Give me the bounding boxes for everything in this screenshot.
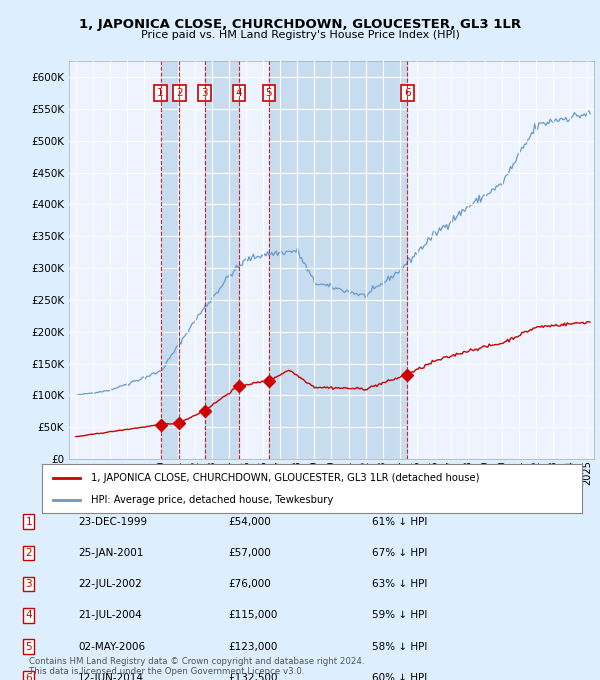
Text: 6: 6	[404, 88, 410, 98]
Text: 2: 2	[176, 88, 182, 98]
Text: 2: 2	[25, 548, 32, 558]
Text: £54,000: £54,000	[228, 517, 271, 526]
Text: 67% ↓ HPI: 67% ↓ HPI	[372, 548, 427, 558]
Text: 25-JAN-2001: 25-JAN-2001	[78, 548, 143, 558]
Bar	[205, 61, 239, 459]
Text: 59% ↓ HPI: 59% ↓ HPI	[372, 611, 427, 620]
Text: £115,000: £115,000	[228, 611, 277, 620]
Text: 4: 4	[25, 611, 32, 620]
Text: 6: 6	[25, 673, 32, 680]
Bar	[161, 61, 179, 459]
Text: 3: 3	[202, 88, 208, 98]
Text: 5: 5	[266, 88, 272, 98]
Text: 1: 1	[157, 88, 164, 98]
Text: 1, JAPONICA CLOSE, CHURCHDOWN, GLOUCESTER, GL3 1LR: 1, JAPONICA CLOSE, CHURCHDOWN, GLOUCESTE…	[79, 18, 521, 31]
Text: £132,500: £132,500	[228, 673, 277, 680]
Text: 22-JUL-2002: 22-JUL-2002	[78, 579, 142, 589]
Text: 4: 4	[235, 88, 242, 98]
Text: 5: 5	[25, 642, 32, 651]
Text: 12-JUN-2014: 12-JUN-2014	[78, 673, 144, 680]
Text: 1: 1	[25, 517, 32, 526]
Text: 63% ↓ HPI: 63% ↓ HPI	[372, 579, 427, 589]
Bar	[269, 61, 407, 459]
Text: Contains HM Land Registry data © Crown copyright and database right 2024.: Contains HM Land Registry data © Crown c…	[29, 658, 364, 666]
Text: £57,000: £57,000	[228, 548, 271, 558]
Text: 61% ↓ HPI: 61% ↓ HPI	[372, 517, 427, 526]
Text: 60% ↓ HPI: 60% ↓ HPI	[372, 673, 427, 680]
Text: 58% ↓ HPI: 58% ↓ HPI	[372, 642, 427, 651]
Text: £76,000: £76,000	[228, 579, 271, 589]
Text: £123,000: £123,000	[228, 642, 277, 651]
Text: 21-JUL-2004: 21-JUL-2004	[78, 611, 142, 620]
Text: 23-DEC-1999: 23-DEC-1999	[78, 517, 147, 526]
Text: 1, JAPONICA CLOSE, CHURCHDOWN, GLOUCESTER, GL3 1LR (detached house): 1, JAPONICA CLOSE, CHURCHDOWN, GLOUCESTE…	[91, 473, 479, 483]
Text: 3: 3	[25, 579, 32, 589]
Text: Price paid vs. HM Land Registry's House Price Index (HPI): Price paid vs. HM Land Registry's House …	[140, 30, 460, 40]
Text: This data is licensed under the Open Government Licence v3.0.: This data is licensed under the Open Gov…	[29, 667, 304, 676]
Text: HPI: Average price, detached house, Tewkesbury: HPI: Average price, detached house, Tewk…	[91, 494, 333, 505]
Text: 02-MAY-2006: 02-MAY-2006	[78, 642, 145, 651]
